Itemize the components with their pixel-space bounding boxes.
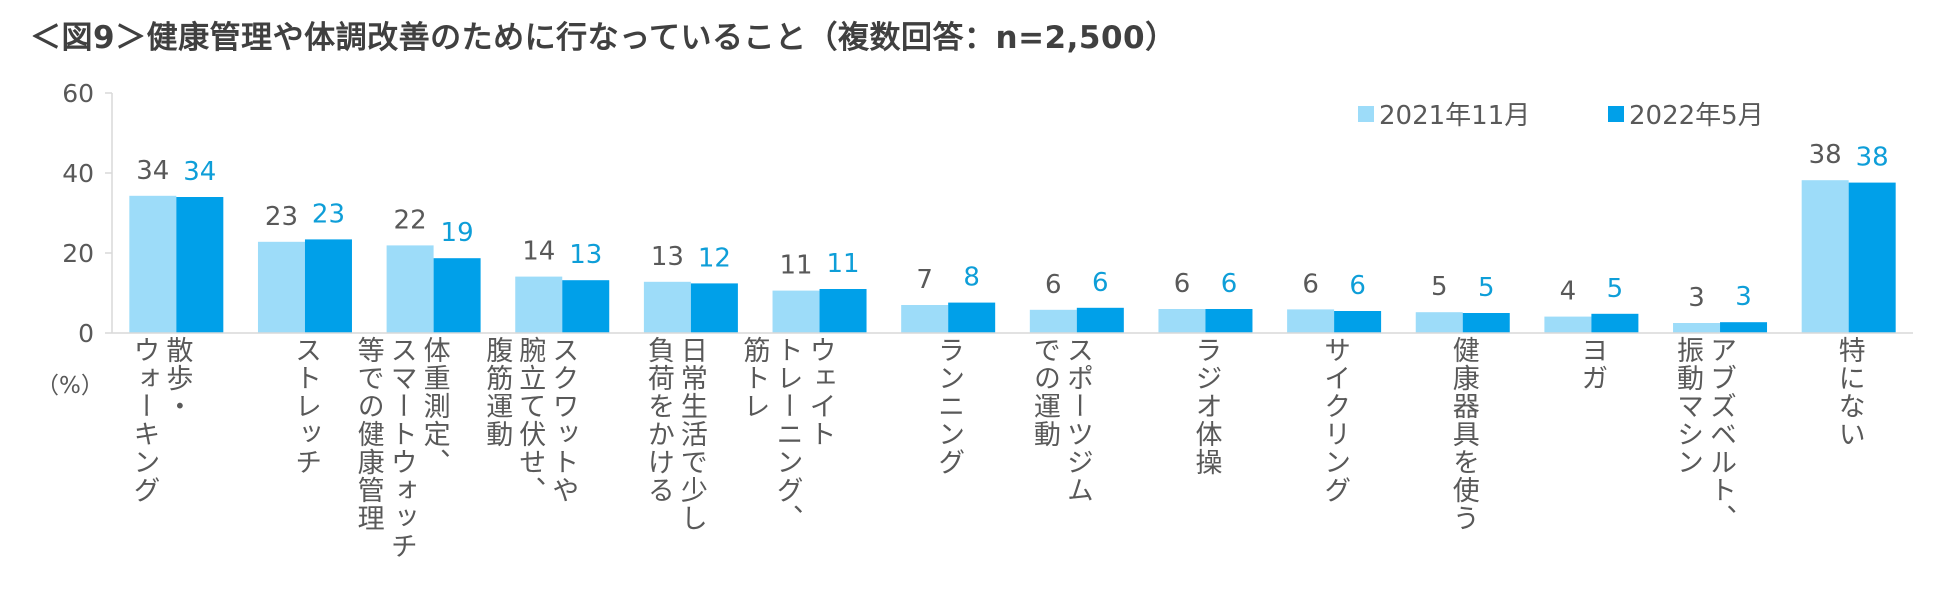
bar-2022 [1462, 313, 1510, 333]
category-label: ストレッチ [289, 336, 321, 476]
data-label-2022: 5 [1607, 274, 1624, 304]
legend-label-2021: 2021年11月 [1379, 101, 1531, 131]
bar-2022 [1205, 309, 1253, 333]
bar-2021 [515, 276, 563, 333]
legend-swatch-2022 [1608, 105, 1624, 122]
data-label-2021: 5 [1431, 272, 1448, 302]
data-label-2022: 11 [826, 249, 859, 279]
data-label-2022: 19 [441, 218, 474, 248]
data-label-2021: 34 [136, 156, 169, 186]
bar-2022 [948, 302, 996, 333]
data-label-2022: 6 [1092, 268, 1109, 298]
data-label-2022: 34 [183, 157, 216, 187]
category-label: ヨガ [1576, 336, 1608, 392]
y-tick-label: 40 [62, 159, 94, 188]
data-label-2022: 12 [698, 243, 731, 273]
data-label-2022: 5 [1478, 273, 1495, 303]
y-axis-unit-label: （%） [36, 373, 104, 399]
data-label-2021: 11 [779, 251, 812, 281]
bar-2022 [819, 289, 867, 333]
bar-2022 [562, 280, 610, 333]
y-tick-label: 20 [62, 239, 94, 268]
category-label: 日常生活で少し 負荷をかける [642, 336, 707, 532]
data-label-2021: 7 [916, 265, 933, 295]
data-label-2021: 3 [1688, 283, 1705, 313]
legend-item-2021: 2021年11月 [1358, 95, 1530, 132]
bar-2022 [1076, 307, 1124, 333]
data-label-2022: 23 [312, 199, 345, 229]
data-label-2022: 8 [963, 263, 980, 293]
bar-2022 [1334, 311, 1382, 333]
category-label: ランニング [933, 336, 965, 476]
bar-2021 [1673, 323, 1721, 333]
data-label-2021: 23 [265, 202, 298, 232]
category-label: サイクリング [1319, 336, 1351, 504]
bar-2022 [690, 283, 738, 333]
data-label-2021: 14 [522, 237, 555, 267]
bar-2021 [1415, 312, 1463, 333]
bar-2021 [1029, 309, 1077, 333]
category-label: スクワットや 腕立て伏せ、 腹筋運動 [481, 336, 579, 504]
data-label-2021: 22 [394, 205, 427, 235]
bar-2022 [433, 258, 481, 333]
bar-2022 [1720, 322, 1768, 333]
data-label-2022: 38 [1856, 143, 1889, 173]
category-label: ラジオ体操 [1190, 336, 1222, 476]
category-label: 体重測定、 スマートウォッチ 等での健康管理 [352, 336, 450, 560]
bar-2021 [1287, 309, 1335, 333]
data-label-2022: 13 [569, 240, 602, 270]
category-label: ウェイト トレーニング、 筋トレ [738, 336, 836, 532]
data-label-2021: 13 [651, 242, 684, 272]
data-label-2022: 3 [1735, 282, 1752, 312]
bar-2021 [386, 245, 434, 333]
category-label: 特にない [1833, 336, 1865, 448]
data-label-2022: 6 [1349, 271, 1366, 301]
bar-2021 [643, 281, 691, 333]
legend-item-2022: 2022年5月 [1608, 95, 1764, 132]
bar-2021 [129, 195, 177, 333]
legend-label-2022: 2022年5月 [1629, 101, 1764, 131]
category-label: 散歩・ ウォーキング [128, 336, 193, 504]
category-label: 健康器具を使う [1447, 336, 1479, 532]
category-label: アブズベルト、 振動マシン [1672, 336, 1737, 532]
bar-2022 [1591, 313, 1639, 333]
bar-2021 [1544, 316, 1592, 333]
bar-2021 [772, 290, 820, 333]
y-tick-label: 0 [78, 319, 94, 348]
chart-title: ＜図9＞健康管理や体調改善のために行なっていること（複数回答：n=2,500） [30, 20, 1177, 56]
y-tick-label: 60 [62, 79, 94, 108]
bar-2021 [1158, 309, 1206, 333]
bar-2021 [257, 241, 305, 333]
data-label-2022: 6 [1221, 269, 1238, 299]
bar-2022 [1848, 182, 1896, 333]
bar-2021 [1801, 180, 1849, 333]
legend-swatch-2021 [1358, 105, 1374, 122]
bar-2022 [176, 197, 224, 333]
data-label-2021: 6 [1045, 270, 1062, 300]
bar-2021 [901, 305, 949, 333]
data-label-2021: 6 [1302, 269, 1319, 299]
category-label: スポーツジム での運動 [1028, 336, 1093, 504]
bar-2022 [304, 239, 352, 333]
data-label-2021: 6 [1174, 269, 1191, 299]
data-label-2021: 38 [1809, 140, 1842, 170]
data-label-2021: 4 [1560, 277, 1577, 307]
